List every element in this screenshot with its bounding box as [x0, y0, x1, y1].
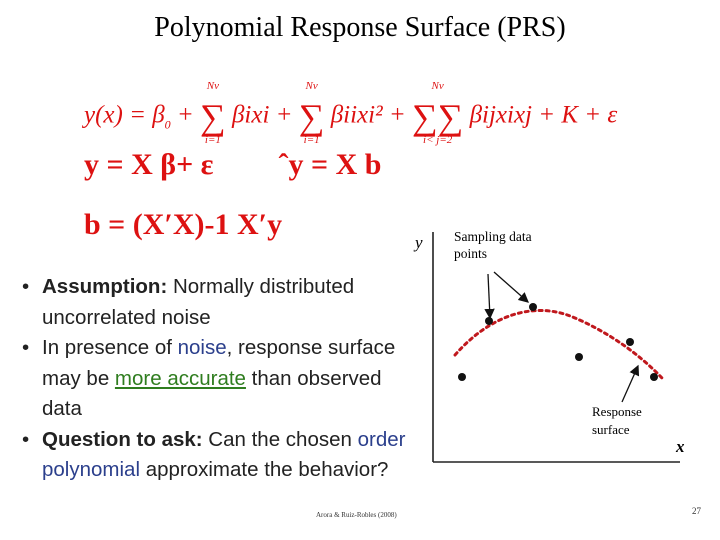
- sum3-symbol: ∑∑: [411, 97, 464, 137]
- sample-point: [458, 373, 466, 381]
- eq1-term3: βijxixj: [469, 101, 532, 129]
- bullet-list: • Assumption: Normally distributed uncor…: [22, 272, 414, 486]
- sum3-top: Nv: [431, 80, 444, 92]
- sample-point: [529, 303, 537, 311]
- eq1-beta0-sub: 0: [164, 117, 171, 132]
- eq1-plus2: +: [275, 101, 293, 129]
- sampling-arrow: [484, 273, 495, 320]
- sample-point: [626, 338, 634, 346]
- sum1-top: Nv: [206, 80, 219, 92]
- bullet-text-pre: In presence of: [42, 336, 178, 359]
- eq1-plus: +: [176, 101, 194, 129]
- bullet-text-mid: , response surface may be: [42, 336, 396, 390]
- matrix-equation: y = X β+ ε ˆy = X b: [84, 148, 381, 182]
- y-axis-label: y: [415, 233, 423, 252]
- bullet-text: Can the chosen: [202, 427, 358, 451]
- bullet-text: Normally distributed uncorrelated noise: [42, 275, 355, 329]
- response-surface-curve: [453, 309, 664, 380]
- bullet-dot: •: [22, 275, 30, 298]
- bullet-question: • Question to ask: Can the chosen order …: [22, 425, 414, 486]
- response-label-line1: Response: [592, 404, 642, 419]
- sampling-label-line2: points: [454, 246, 488, 261]
- slide-title: Polynomial Response Surface (PRS): [154, 12, 566, 43]
- noise-highlight: noise: [177, 336, 227, 359]
- prs-equation: y(x) = β0 + Nv ∑ i=1 βixi + Nv ∑ i=1 βii…: [84, 80, 618, 150]
- sample-point: [485, 317, 493, 325]
- bullet-noise: • In presence of noise, response surface…: [22, 333, 414, 425]
- sum2-top: Nv: [305, 80, 318, 92]
- sample-point: [575, 353, 583, 361]
- bullet-text-post: than observed data: [42, 366, 382, 421]
- sum1-bottom: i=1: [204, 134, 221, 146]
- sample-point: [650, 373, 658, 381]
- sampling-arrow: [493, 271, 529, 303]
- eq1-term1: βixi: [231, 101, 270, 129]
- eq1-lhs: y(x) = β: [84, 101, 165, 129]
- sum3-bottom: i< j=2: [423, 134, 453, 146]
- bullet-dot: •: [22, 336, 30, 359]
- bullet-assumption: • Assumption: Normally distributed uncor…: [22, 272, 414, 333]
- response-arrow: [621, 364, 640, 403]
- eq1-term2: βiixi²: [330, 101, 383, 129]
- citation: Arora & Ruiz-Robles (2008): [316, 511, 397, 519]
- bullet-bold-label: Assumption:: [42, 275, 168, 298]
- least-squares-equation: b = (X′X)-1 X′y: [84, 208, 283, 241]
- x-axis-label: x: [676, 437, 685, 456]
- bullet-bold-label: Question to ask:: [42, 427, 203, 451]
- bullet-text-post: approximate the behavior?: [140, 458, 389, 481]
- order-polynomial-highlight: order polynomial: [42, 427, 406, 482]
- eq1-plus3: +: [388, 101, 406, 129]
- sum2-symbol: ∑: [298, 97, 325, 137]
- bullet-dot: •: [22, 427, 30, 451]
- more-accurate-link[interactable]: more accurate: [114, 366, 246, 390]
- sampling-label-line1: Sampling data: [454, 229, 532, 244]
- sum1-symbol: ∑: [200, 97, 226, 137]
- eq1-tail: + K + ε: [538, 101, 618, 129]
- eq2-right: ˆy = X b: [278, 148, 382, 181]
- response-label-line2: surface: [592, 422, 630, 437]
- eq2-left: y = X β+ ε: [84, 148, 214, 181]
- sampling-points-label: Sampling data points: [454, 228, 532, 262]
- page-number: 27: [692, 506, 701, 516]
- sum2-bottom: i=1: [303, 134, 320, 146]
- response-surface-label: Response surface: [592, 403, 642, 439]
